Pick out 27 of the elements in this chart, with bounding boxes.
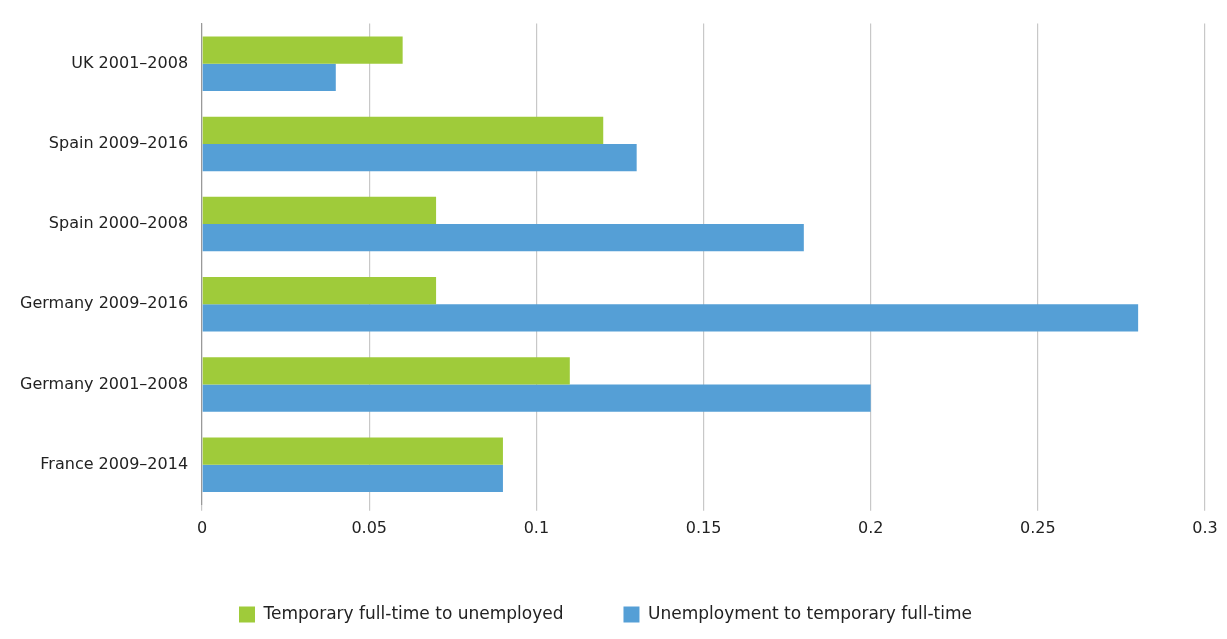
bar (202, 143, 637, 172)
bar (202, 464, 503, 492)
y-tick-label: France 2009–2014 (40, 453, 189, 473)
x-tick-label: 0.25 (1020, 517, 1056, 537)
x-tick-label: 0.05 (351, 517, 388, 537)
y-tick-label: Germany 2009–2016 (20, 293, 189, 313)
x-tick-label: 0.1 (523, 517, 550, 537)
bar (202, 224, 804, 252)
legend-label: Unemployment to temporary full-time (647, 602, 973, 623)
x-tick-label: 0.2 (857, 517, 884, 537)
x-tick-label: 0.3 (1192, 517, 1218, 537)
legend-label: Temporary full-time to unemployed (262, 602, 564, 623)
bar (202, 437, 503, 465)
y-tick-label: Germany 2001–2008 (20, 373, 189, 393)
bar (202, 36, 403, 64)
bar (202, 196, 437, 225)
bar (202, 384, 871, 412)
bar (202, 357, 570, 385)
bar (202, 304, 1139, 332)
bar (202, 116, 604, 144)
y-tick-label: UK 2001–2008 (71, 52, 189, 72)
y-tick-label: Spain 2000–2008 (48, 213, 189, 233)
bar (202, 277, 437, 305)
y-tick-label: Spain 2009–2016 (48, 133, 189, 153)
bar (202, 63, 336, 91)
x-tick-label: 0.15 (685, 517, 722, 537)
x-tick-label: 0 (196, 517, 208, 537)
